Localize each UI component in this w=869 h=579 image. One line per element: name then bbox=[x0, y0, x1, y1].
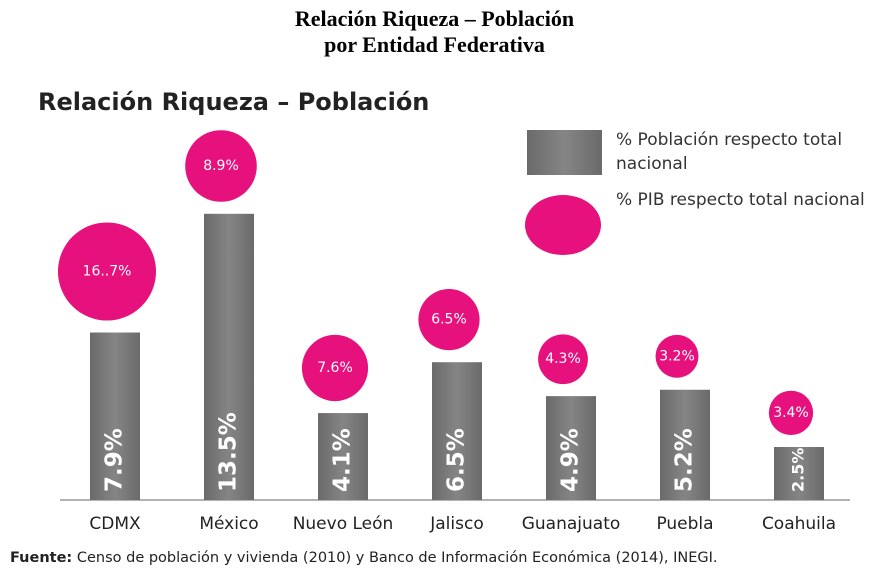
bubble-label: 6.5% bbox=[431, 312, 467, 328]
x-tick-label: Jalisco bbox=[429, 514, 483, 534]
bubble bbox=[538, 334, 588, 385]
bar-label: 5.2% bbox=[672, 428, 698, 492]
bar bbox=[432, 362, 482, 500]
bar-label: 13.5% bbox=[216, 412, 242, 492]
x-tick-label: Coahuila bbox=[762, 514, 836, 534]
bubble bbox=[418, 289, 480, 351]
bubble bbox=[185, 130, 257, 202]
legend-label: % Población respecto total nacional bbox=[616, 130, 843, 174]
bubble-label: 8.9% bbox=[203, 158, 239, 174]
legend-label: % PIB respecto total nacional bbox=[616, 190, 865, 210]
source-text: Censo de población y vivienda (2010) y B… bbox=[76, 550, 718, 566]
bar bbox=[204, 213, 254, 501]
bar-label: 6.5% bbox=[444, 428, 470, 492]
x-tick-label: Puebla bbox=[656, 514, 713, 534]
x-tick-label: Guanajuato bbox=[522, 514, 621, 534]
page-title: por Entidad Federativa bbox=[324, 32, 545, 57]
source-label: Fuente: bbox=[10, 550, 73, 566]
x-tick-label: Nuevo León bbox=[293, 514, 394, 534]
bar bbox=[546, 396, 596, 500]
bubble bbox=[57, 222, 157, 321]
bubble bbox=[655, 334, 699, 378]
bar-label: 2.5% bbox=[789, 448, 808, 492]
chart-title: Relación Riqueza – Población bbox=[38, 88, 429, 116]
bar-label: 4.1% bbox=[330, 428, 356, 492]
bar-label: 7.9% bbox=[102, 428, 128, 492]
bar bbox=[660, 389, 710, 500]
bubble bbox=[301, 334, 369, 402]
legend-swatch bbox=[525, 195, 601, 255]
x-tick-label: México bbox=[199, 514, 258, 534]
bubble-label: 4.3% bbox=[545, 351, 581, 367]
bubble bbox=[768, 390, 814, 436]
bar bbox=[90, 332, 140, 500]
bar bbox=[318, 413, 368, 500]
bubble-label: 16..7% bbox=[83, 263, 132, 279]
bubble-label: 3.4% bbox=[773, 405, 809, 421]
x-tick-label: CDMX bbox=[89, 514, 141, 534]
legend-swatch bbox=[527, 130, 602, 175]
bar-label: 4.9% bbox=[558, 428, 584, 492]
page-title: Relación Riqueza – Población bbox=[294, 6, 575, 31]
bubble-label: 3.2% bbox=[659, 348, 695, 364]
source: Fuente: Censo de población y vivienda (2… bbox=[10, 550, 718, 566]
bubble-label: 7.6% bbox=[317, 360, 353, 376]
bar bbox=[774, 447, 824, 500]
